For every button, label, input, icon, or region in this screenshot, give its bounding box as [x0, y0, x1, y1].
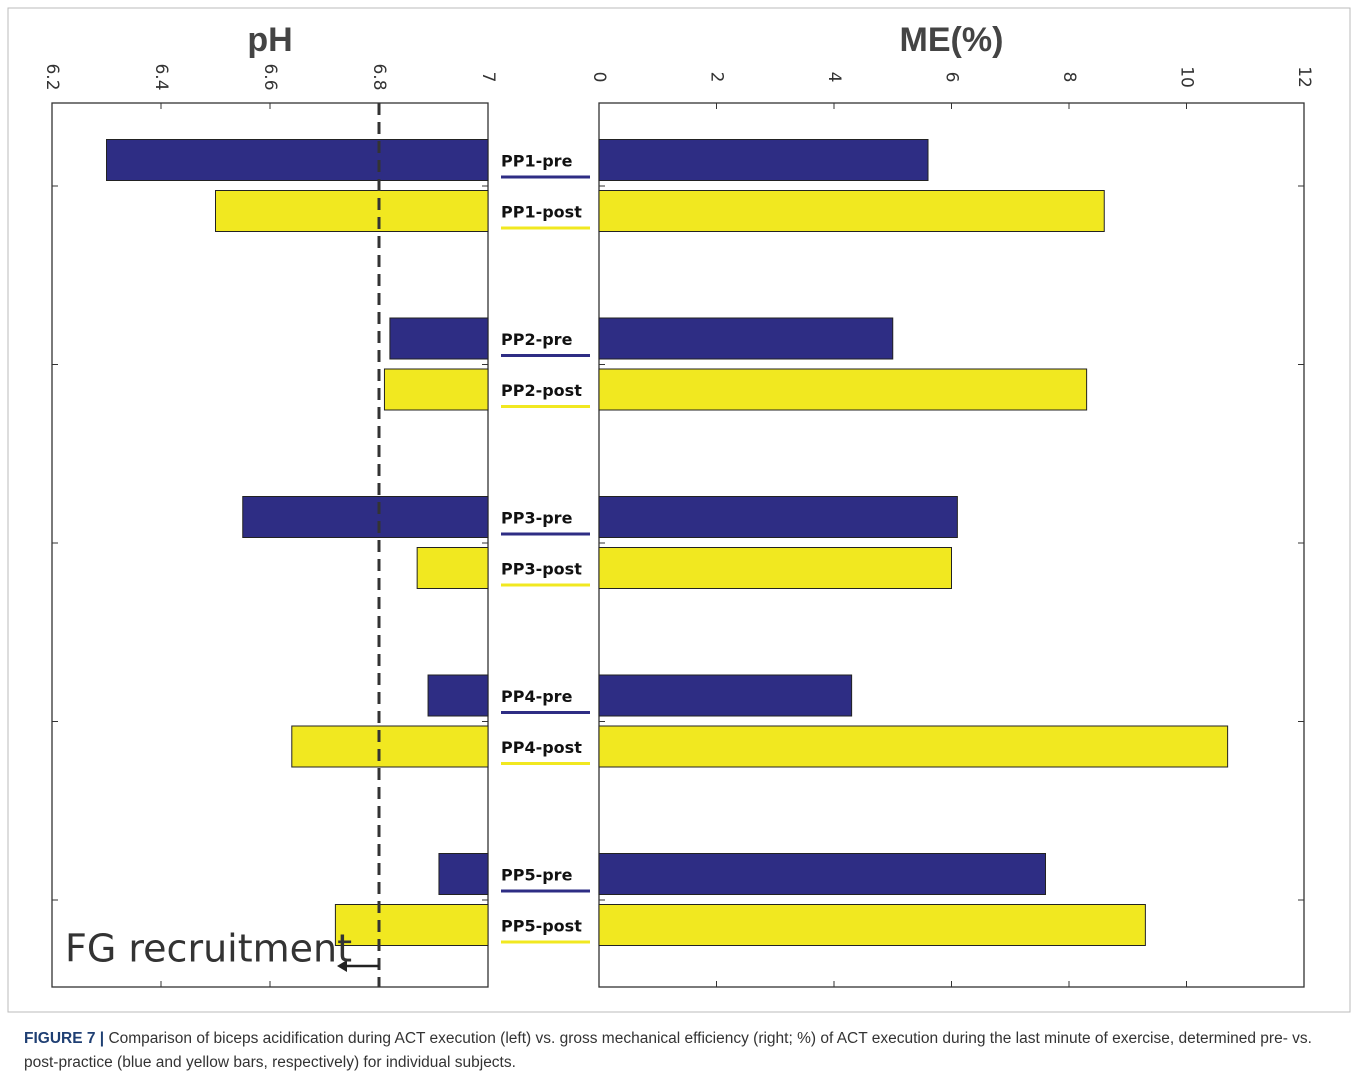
category-label: PP2-pre — [501, 330, 573, 349]
category-label: PP2-post — [501, 381, 582, 400]
category-label: PP1-pre — [501, 152, 573, 171]
bar — [383, 368, 489, 411]
bar — [598, 139, 929, 181]
annotation: FG recruitment — [65, 927, 352, 971]
caption: FIGURE 7 | Comparison of biceps acidific… — [24, 1027, 1324, 1075]
bar — [389, 317, 489, 360]
panel-title: ME(%) — [900, 21, 1004, 59]
chart: pH 6.2 6.4 6.6 6.8 7 FG recruitment ME(%) 0 2 4 6 8 1… — [7, 7, 1351, 1013]
x-tick-label: 6.8 — [369, 63, 389, 90]
bar — [598, 368, 1088, 411]
bar — [598, 547, 952, 589]
x-tick-label: 12 — [1294, 66, 1314, 88]
bar — [598, 190, 1105, 232]
category-label: PP4-pre — [501, 687, 573, 706]
panel-title: pH — [247, 21, 292, 59]
category-label: PP5-post — [501, 917, 582, 936]
figure-border — [7, 7, 1351, 1013]
category-label: PP3-post — [501, 560, 582, 579]
x-tick-label: 4 — [824, 72, 844, 83]
bar — [598, 853, 1046, 895]
bar — [598, 317, 894, 360]
x-tick-label: 6.2 — [42, 63, 62, 90]
category-label: PP3-pre — [501, 509, 573, 528]
bar — [291, 725, 489, 768]
bar — [215, 190, 489, 232]
bar — [598, 496, 958, 538]
x-tick-label: 6.6 — [260, 63, 280, 90]
x-tick-label: 8 — [1059, 72, 1079, 83]
x-tick-label: 7 — [478, 72, 498, 83]
category-label: PP4-post — [501, 738, 582, 757]
bar — [416, 547, 489, 589]
axes-box — [51, 102, 489, 988]
x-tick-label: 6 — [942, 72, 962, 83]
category-label: PP1-post — [501, 203, 582, 222]
bar — [598, 904, 1146, 946]
caption-text: Comparison of biceps acidification durin… — [24, 1030, 1312, 1071]
bar — [242, 496, 489, 538]
x-tick-label: 6.4 — [151, 63, 171, 90]
bar — [427, 674, 489, 717]
bar — [106, 139, 489, 181]
bar — [598, 725, 1229, 768]
arrow-head — [337, 960, 347, 972]
x-tick-label: 10 — [1177, 66, 1197, 88]
bar — [334, 904, 489, 946]
category-label: PP5-pre — [501, 866, 573, 885]
bar — [438, 853, 489, 895]
x-tick-label: 0 — [589, 72, 609, 83]
x-tick-label: 2 — [707, 72, 727, 83]
caption-label: FIGURE 7 | — [24, 1030, 105, 1047]
bar — [598, 674, 853, 717]
